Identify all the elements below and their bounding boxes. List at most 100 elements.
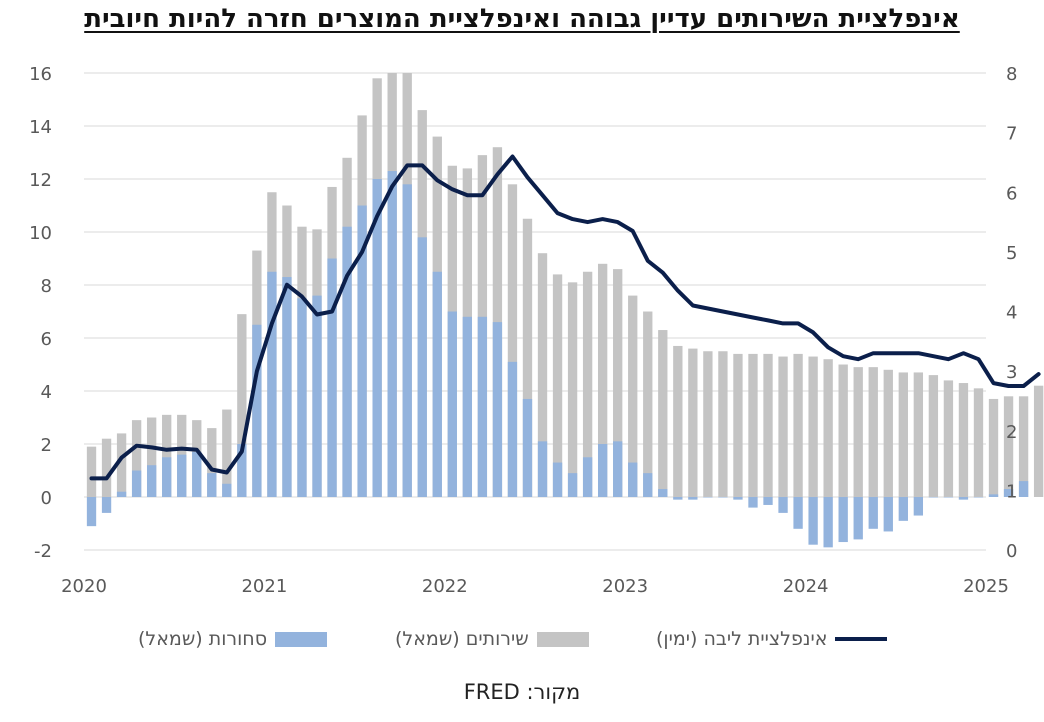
- services-bar: [943, 380, 954, 497]
- legend-label-goods: סחורות (שמאל): [138, 628, 268, 650]
- legend-item-services: שירותים (שמאל): [395, 622, 589, 656]
- goods-bar: [432, 271, 442, 497]
- y-left-tick-label: 16: [29, 64, 52, 85]
- goods-bar: [237, 444, 247, 497]
- y-right-tick-label: 7: [1006, 124, 1017, 145]
- x-tick-label: 2025: [963, 576, 1009, 597]
- goods-bar: [643, 473, 653, 497]
- services-bar: [146, 417, 157, 497]
- goods-bar: [988, 494, 999, 497]
- services-bar: [853, 367, 863, 497]
- core-inflation-polyline: [89, 154, 1041, 481]
- goods-bar: [613, 441, 623, 497]
- goods-bar: [793, 497, 803, 529]
- services-bar: [778, 356, 788, 497]
- x-tick-label: 2024: [783, 576, 829, 597]
- legend-item-goods: סחורות (שמאל): [138, 622, 328, 656]
- y-right-tick-label: 4: [1006, 303, 1017, 324]
- goods-bar: [327, 258, 337, 497]
- goods-bar: [928, 497, 939, 498]
- goods-bar: [808, 497, 818, 545]
- y-left-tick-label: 10: [29, 223, 52, 244]
- services-bar: [207, 428, 217, 497]
- services-bar: [718, 351, 728, 497]
- services-bar: [643, 311, 653, 497]
- goods-bar: [462, 316, 473, 497]
- services-bar: [86, 446, 97, 497]
- goods-bar: [177, 454, 187, 497]
- goods-bar: [267, 271, 277, 497]
- services-bar: [658, 330, 668, 497]
- services-bar: [763, 353, 773, 497]
- services-bar: [868, 367, 878, 497]
- goods-bar: [162, 457, 172, 497]
- y-left-tick-label: 8: [41, 276, 52, 297]
- goods-bar: [838, 497, 848, 543]
- goods-bar: [477, 316, 488, 497]
- y-left-tick-label: 4: [41, 382, 52, 403]
- goods-bar: [522, 398, 533, 497]
- goods-bar: [282, 277, 292, 497]
- goods-bar: [733, 497, 743, 500]
- core-inflation-line: [89, 154, 1041, 481]
- y-left-tick-label: -2: [34, 541, 52, 562]
- services-bar: [1018, 396, 1029, 497]
- services-bar: [808, 356, 818, 497]
- goods-bar: [943, 497, 954, 498]
- services-bar: [507, 184, 518, 498]
- goods-bar: [507, 361, 518, 497]
- legend-swatch-goods: [275, 631, 328, 647]
- chart-title: אינפלציית השירותים עדיין גבוהה ואינפלציי…: [84, 4, 960, 34]
- goods-bar: [447, 311, 457, 497]
- goods-bar: [417, 237, 427, 498]
- goods-bar: [552, 462, 563, 497]
- goods-bar: [297, 298, 307, 497]
- goods-bar: [342, 226, 352, 497]
- y-right-tick-label: 5: [1006, 243, 1017, 264]
- services-bar: [898, 372, 908, 497]
- goods-bar: [402, 184, 412, 498]
- services-bar: [552, 274, 563, 497]
- services-bar: [613, 269, 623, 497]
- x-tick-label: 2020: [61, 576, 107, 597]
- goods-bar: [703, 497, 713, 498]
- services-bar: [222, 409, 232, 497]
- goods-bar: [628, 462, 638, 497]
- goods-bar: [1018, 481, 1029, 497]
- x-tick-label: 2022: [422, 576, 468, 597]
- gridlines: [84, 72, 986, 551]
- services-bar: [703, 351, 713, 497]
- goods-bar: [222, 483, 232, 497]
- goods-bar: [658, 489, 668, 497]
- services-bar: [116, 433, 127, 497]
- services-bar: [237, 314, 247, 497]
- services-bar: [1003, 396, 1014, 497]
- source-note: מקור: FRED: [463, 680, 581, 704]
- goods-bar: [778, 497, 788, 513]
- y-right-tick-label: 6: [1006, 183, 1017, 204]
- goods-bar: [131, 470, 142, 497]
- services-bar: [688, 348, 698, 497]
- goods-bar: [868, 497, 878, 529]
- services-bar: [1033, 385, 1044, 497]
- y-right-tick-label: 1: [1006, 481, 1017, 502]
- goods-bar: [898, 497, 908, 521]
- services-bar: [628, 295, 638, 497]
- goods-bar: [823, 497, 833, 548]
- services-bar: [673, 345, 683, 497]
- services-bar: [883, 369, 893, 497]
- services-bar: [597, 263, 608, 497]
- services-bar: [928, 375, 939, 497]
- services-bar: [162, 414, 172, 497]
- services-bar: [131, 420, 142, 497]
- services-bar: [973, 388, 984, 497]
- services-bar: [522, 218, 533, 497]
- goods-bar: [372, 179, 382, 497]
- y-right-tick-label: 3: [1006, 362, 1017, 383]
- goods-bar: [101, 497, 112, 513]
- y-left-tick-label: 6: [41, 329, 52, 350]
- legend-label-core: אינפלציית ליבה (ימין): [656, 628, 828, 650]
- goods-bar: [86, 497, 97, 527]
- goods-bar: [913, 497, 924, 516]
